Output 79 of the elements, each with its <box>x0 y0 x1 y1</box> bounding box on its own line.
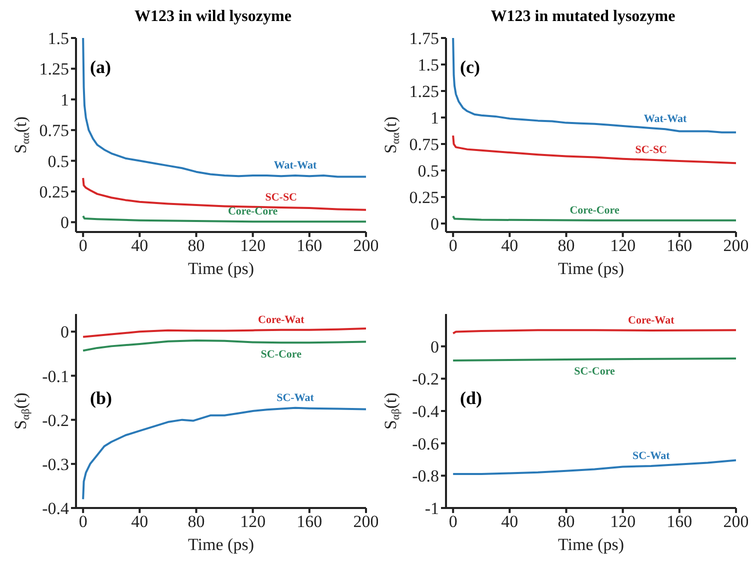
series-label: SC-SC <box>265 191 298 204</box>
y-tick-label: -0.6 <box>412 434 439 454</box>
y-tick-label: 0.5 <box>48 152 69 171</box>
y-tick-label: 0 <box>430 337 439 356</box>
y-tick-label: -0.4 <box>42 499 70 518</box>
line-series <box>82 339 366 352</box>
line-series <box>452 134 736 164</box>
y-tick-label: 1.25 <box>409 82 439 102</box>
y-tick-label: 0.25 <box>39 182 69 202</box>
series-label: SC-Core <box>260 348 302 361</box>
y-tick-label: -0.4 <box>412 402 440 422</box>
x-tick-label: 80 <box>188 512 205 532</box>
series-label: Core-Core <box>228 206 278 218</box>
series-label: SC-Wat <box>632 450 670 462</box>
y-tick-label: 1 <box>60 90 69 110</box>
x-tick-label: 80 <box>188 236 205 256</box>
line-series <box>452 459 736 476</box>
series-label: SC-SC <box>635 144 668 156</box>
y-tick-label: -0.1 <box>42 366 69 386</box>
y-tick-label: 1.25 <box>39 60 69 79</box>
series-label: SC-Core <box>574 365 616 378</box>
annotation: (d) <box>460 388 482 409</box>
x-tick-label: 40 <box>131 512 148 532</box>
x-tick-label: 120 <box>240 236 266 256</box>
x-axis-title: Time (ps) <box>188 259 254 278</box>
y-tick-label: -0.2 <box>412 370 439 389</box>
x-tick-label: 120 <box>610 512 636 532</box>
series-label: Core-Wat <box>628 314 675 326</box>
x-tick-label: 0 <box>448 512 458 532</box>
x-tick-label: 0 <box>78 236 88 256</box>
series-label: Wat-Wat <box>644 113 687 126</box>
annotation: (c) <box>460 57 480 78</box>
y-tick-label: 0 <box>60 322 69 342</box>
series-label: SC-Wat <box>276 392 314 404</box>
x-tick-label: 200 <box>353 512 379 532</box>
line-series <box>82 328 366 338</box>
x-tick-label: 200 <box>723 236 749 256</box>
y-tick-label: 0.5 <box>418 162 439 181</box>
x-tick-label: 160 <box>296 236 322 256</box>
x-tick-label: 200 <box>723 512 749 532</box>
x-tick-label: 0 <box>78 512 88 532</box>
y-tick-label: -0.2 <box>42 410 69 430</box>
x-axis-title: Time (ps) <box>188 535 254 554</box>
annotation: (b) <box>90 388 112 409</box>
series-label: Core-Core <box>570 204 620 216</box>
y-tick-label: 1 <box>430 108 439 128</box>
line-series <box>452 38 736 134</box>
x-tick-label: 80 <box>558 512 575 532</box>
annotation: (a) <box>90 57 111 78</box>
x-tick-label: 160 <box>296 512 322 532</box>
x-tick-label: 40 <box>131 236 148 256</box>
x-tick-label: 80 <box>558 236 575 256</box>
line-series <box>82 406 366 500</box>
x-tick-label: 160 <box>666 236 692 256</box>
x-tick-label: 40 <box>501 512 518 532</box>
line-series <box>82 38 366 178</box>
series-label: Wat-Wat <box>274 160 317 172</box>
x-tick-label: 0 <box>448 236 458 256</box>
y-tick-label: 1.5 <box>418 56 439 75</box>
x-axis-title: Time (ps) <box>558 535 624 554</box>
series-label: Core-Wat <box>258 314 305 326</box>
chart-title: W123 in wild lysozyme <box>134 8 292 27</box>
y-tick-label: 0.75 <box>39 121 69 140</box>
x-tick-label: 160 <box>666 512 692 532</box>
x-axis-title: Time (ps) <box>558 259 624 278</box>
y-tick-label: 0 <box>430 214 439 234</box>
y-tick-label: 0.25 <box>409 188 439 208</box>
y-tick-label: 1.75 <box>409 29 439 48</box>
y-tick-label: 0.75 <box>409 135 439 154</box>
chart-title: W123 in mutated lysozyme <box>490 8 676 27</box>
x-tick-label: 120 <box>610 236 636 256</box>
x-tick-label: 120 <box>240 512 266 532</box>
x-tick-label: 200 <box>353 236 379 256</box>
x-tick-label: 40 <box>501 236 518 256</box>
y-tick-label: -0.3 <box>42 454 69 474</box>
y-tick-label: -0.8 <box>412 466 439 486</box>
y-tick-label: 0 <box>60 213 69 232</box>
y-tick-label: -1 <box>424 499 439 518</box>
y-tick-label: 1.5 <box>48 29 69 48</box>
